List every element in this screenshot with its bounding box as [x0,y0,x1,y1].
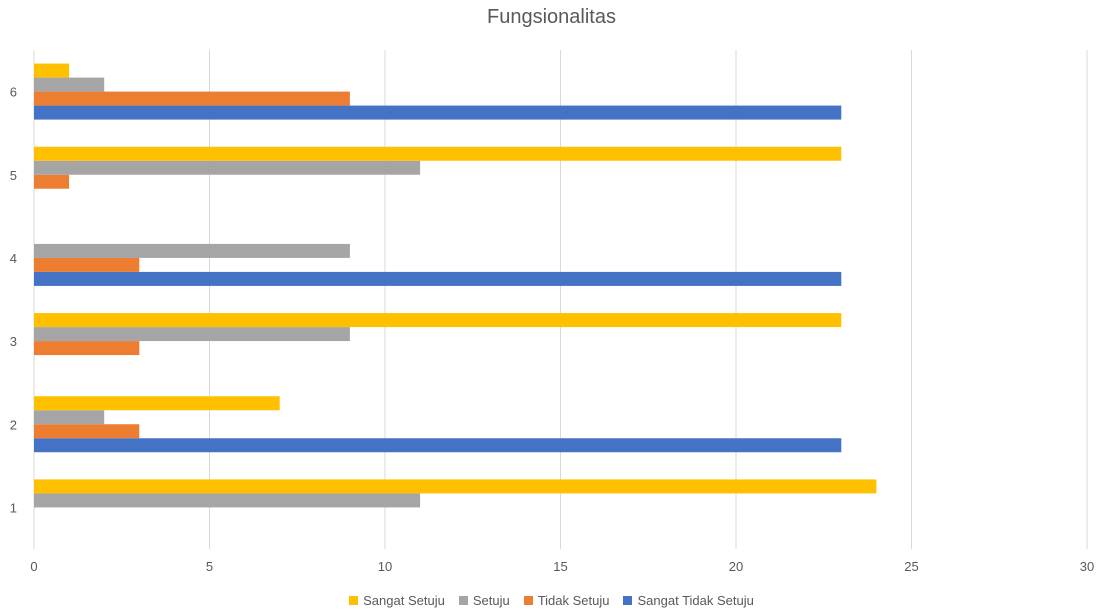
x-tick-label: 20 [729,559,743,574]
legend-swatch [623,596,633,605]
bar-setuju-cat-2 [34,410,105,425]
bar-setuju-cat-4 [34,243,350,258]
bar-sangat-setuju-cat-1 [34,479,877,494]
bar-tidak-setuju-cat-3 [34,341,140,356]
x-tick-label: 5 [206,559,213,574]
y-tick-label: 2 [10,417,17,432]
y-tick-label: 6 [10,85,17,100]
bar-tidak-setuju-cat-2 [34,424,140,439]
bar-setuju-cat-1 [34,493,421,508]
bar-tidak-setuju-cat-6 [34,91,350,106]
bar-sangat-setuju-cat-2 [34,396,280,411]
bar-sangat-setuju-cat-5 [34,146,842,161]
legend-item: Sangat Tidak Setuju [623,593,754,608]
bar-tidak-setuju-cat-5 [34,174,70,189]
legend-swatch [523,596,533,605]
chart-title: Fungsionalitas [487,6,616,28]
legend-label: Sangat Tidak Setuju [637,593,754,608]
bar-tidak-setuju-cat-4 [34,257,140,272]
bar-setuju-cat-3 [34,327,350,342]
legend-item: Sangat Setuju [349,593,445,608]
y-tick-label: 3 [10,334,17,349]
bar-sangat-tidak-setuju-cat-6 [34,105,842,120]
bar-sangat-setuju-cat-3 [34,313,842,328]
legend-item: Setuju [458,593,510,608]
x-tick-label: 25 [904,559,918,574]
x-tick-label: 15 [553,559,567,574]
bar-setuju-cat-6 [34,77,105,92]
legend-label: Sangat Setuju [363,593,445,608]
x-tick-label: 30 [1080,559,1094,574]
legend-swatch [349,596,359,605]
chart-legend: Sangat Setuju Setuju Tidak Setuju Sangat Ti… [0,593,1103,608]
bar-setuju-cat-5 [34,160,421,175]
y-tick-label: 1 [10,500,17,515]
legend-swatch [458,596,468,605]
bar-sangat-tidak-setuju-cat-2 [34,438,842,453]
x-tick-label: 10 [378,559,392,574]
y-tick-label: 4 [10,251,17,266]
legend-label: Tidak Setuju [537,593,610,608]
legend-item: Tidak Setuju [523,593,610,608]
x-tick-label: 0 [30,559,37,574]
legend-label: Setuju [472,593,510,608]
bar-sangat-tidak-setuju-cat-4 [34,271,842,286]
y-tick-label: 5 [10,168,17,183]
bar-sangat-setuju-cat-6 [34,63,70,78]
